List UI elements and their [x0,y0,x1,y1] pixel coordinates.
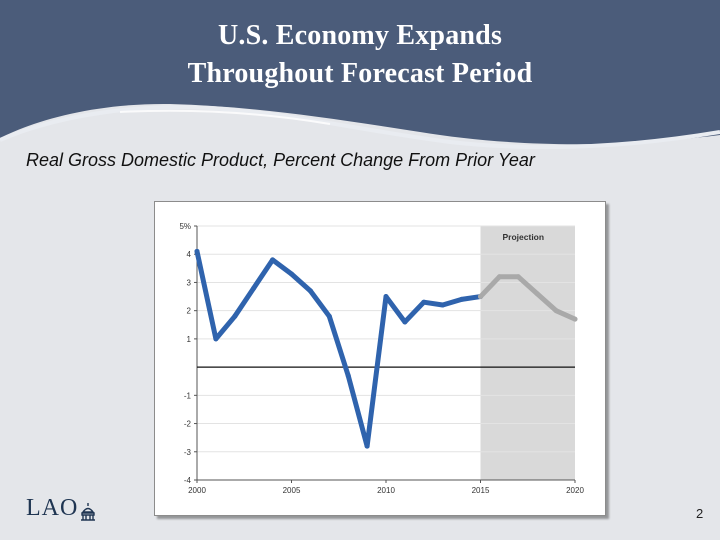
x-tick-label: 2005 [283,486,301,495]
data-point-projection [534,291,540,297]
data-point-projection [572,316,578,322]
data-point-actual [459,296,465,302]
data-point-projection [515,274,521,280]
data-point-actual [421,299,427,305]
y-tick-label: -2 [184,420,192,429]
header-fill [0,0,720,145]
header-swoosh-light [0,105,720,150]
data-point-actual [270,257,276,263]
x-tick-label: 2000 [188,486,206,495]
y-tick-label: -4 [184,476,192,485]
data-point-actual [307,288,313,294]
y-tick-label: 1 [187,335,192,344]
series-line-projection [478,274,578,322]
data-point-actual [194,248,200,254]
x-tick-label: 2015 [472,486,490,495]
y-tick-label: 4 [187,250,192,259]
data-point-actual [326,313,332,319]
chart-subtitle: Real Gross Domestic Product, Percent Cha… [26,150,535,170]
y-tick-label: -1 [184,391,192,400]
x-tick-label: 2020 [566,486,584,495]
data-point-actual [232,313,238,319]
data-point-actual [213,336,219,342]
header-banner [0,0,720,150]
y-tick-label: 3 [187,278,192,287]
data-point-projection [553,308,559,314]
data-point-actual [364,443,370,449]
projection-label: Projection [503,232,545,242]
chart-frame: 5% 4 3 2 1 -1 -2 -3 -4 2000 2005 2010 2015 2020 Projec… [154,201,606,516]
data-point-actual [440,302,446,308]
logo-text: LAO [26,495,79,521]
lao-logo: LAO [26,492,96,522]
data-point-projection [478,294,483,300]
projection-band [480,226,575,480]
series-line-actual [194,248,483,449]
y-tick-label: 2 [187,307,192,316]
slide-title-line-2: Throughout Forecast Period [187,58,533,89]
dome-icon [81,503,96,521]
data-point-actual [402,319,408,325]
header-swoosh-accent [119,109,331,125]
page-number: 2 [696,506,704,521]
slide-title-line-1: U.S. Economy Expands [217,20,503,51]
data-point-projection [496,274,502,280]
data-point-actual [345,373,351,379]
data-point-actual [289,271,294,277]
data-point-actual [251,285,257,291]
data-point-actual [383,294,389,300]
y-tick-label: -3 [184,448,192,457]
x-tick-label: 2010 [377,486,395,495]
y-tick-label: 5% [179,222,191,231]
